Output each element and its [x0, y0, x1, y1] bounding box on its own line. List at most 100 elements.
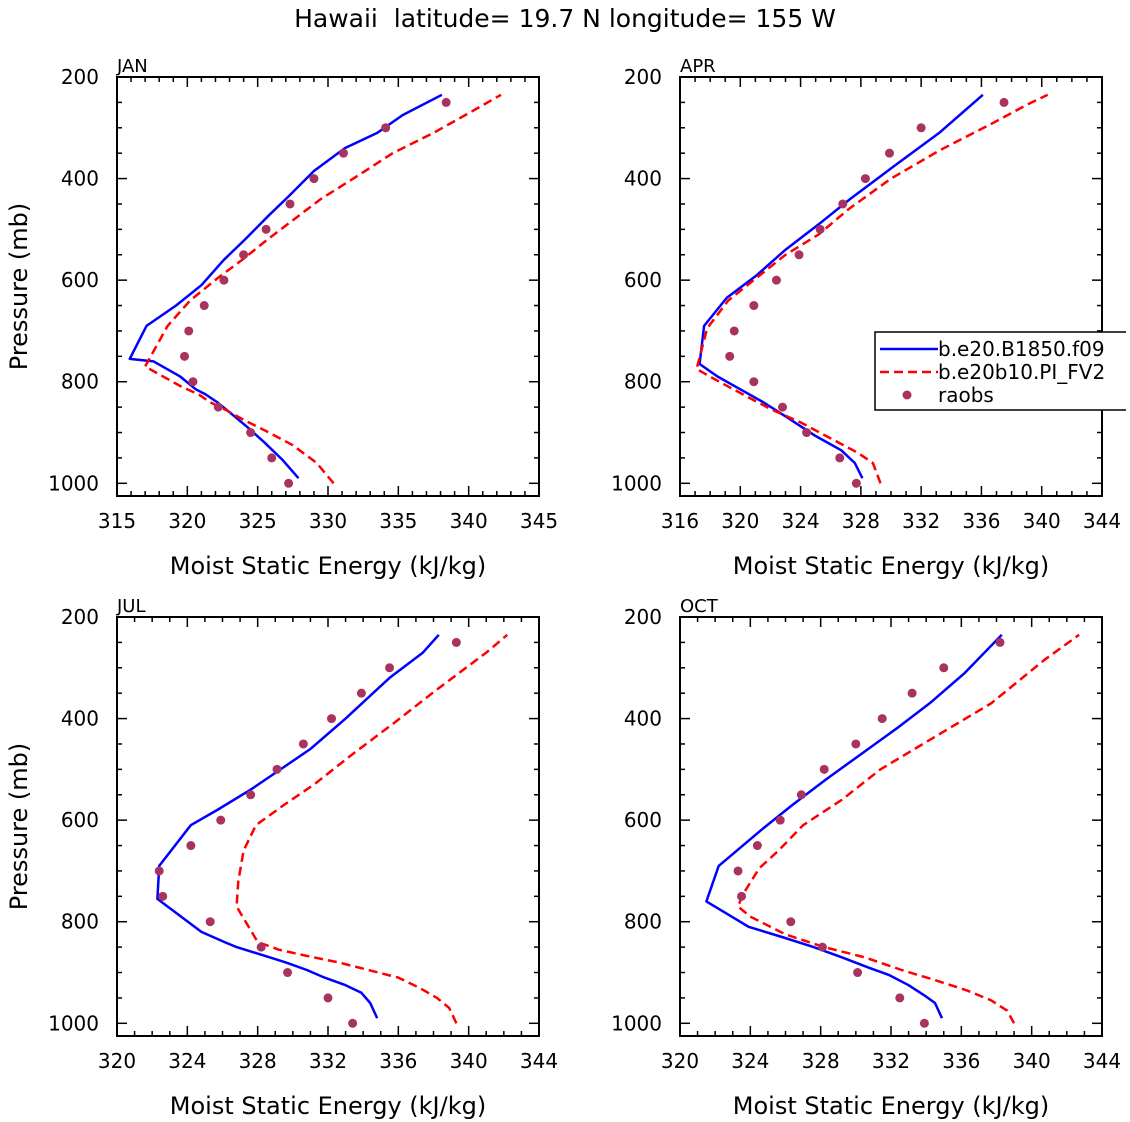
- panel-label: JUL: [116, 596, 146, 617]
- raobs-point: [802, 428, 812, 438]
- y-tick-label: 200: [624, 605, 662, 629]
- panel-apr: 316 320 324 328 332 336 340 344 200 400 600 800 1000…: [611, 56, 1126, 580]
- series-line-b-e20b10-pi-fv2: [736, 633, 1080, 1024]
- panel-label: JAN: [116, 56, 148, 77]
- raobs-point: [381, 123, 391, 133]
- x-tick-label: 328: [239, 1049, 277, 1073]
- tick-marks: [116, 76, 540, 496]
- raobs-point: [752, 841, 762, 851]
- x-tick-label: 324: [168, 1049, 206, 1073]
- y-tick-label: 600: [624, 268, 662, 292]
- series-line-b-e20b10-pi-fv2: [695, 93, 1049, 484]
- x-axis-label: Moist Static Energy (kJ/kg): [733, 552, 1049, 580]
- raobs-point: [786, 917, 796, 927]
- x-tick-label: 336: [942, 1049, 980, 1073]
- raobs-point: [284, 478, 294, 488]
- x-tick-label: 332: [902, 509, 940, 533]
- raobs-point: [919, 1018, 929, 1028]
- legend-entry: raobs: [938, 383, 994, 407]
- x-axis-label: Moist Static Energy (kJ/kg): [170, 552, 486, 580]
- raobs-point: [256, 942, 266, 952]
- tick-marks: [679, 616, 1103, 1036]
- series-line-b-e20-b1850-f09: [128, 93, 443, 480]
- panel-oct: 320 324 328 332 336 340 344 200 400 600 800 1000 OCT…: [611, 596, 1121, 1120]
- raobs-point: [309, 174, 319, 184]
- series-raobs: [180, 97, 451, 488]
- raobs-point: [794, 250, 804, 260]
- raobs-point: [749, 377, 759, 387]
- y-tick-label: 800: [61, 910, 99, 934]
- raobs-point: [749, 301, 759, 311]
- x-tick-label: 340: [450, 509, 488, 533]
- raobs-point: [199, 301, 209, 311]
- raobs-point: [441, 97, 451, 107]
- raobs-point: [188, 377, 198, 387]
- panel-label: APR: [680, 56, 716, 77]
- raobs-point: [283, 968, 293, 978]
- plot-frame: [116, 76, 540, 497]
- raobs-point: [907, 688, 917, 698]
- x-tick-label: 330: [309, 509, 347, 533]
- series-line-b-e20-b1850-f09: [705, 633, 1003, 1019]
- plot-frame: [116, 616, 540, 1037]
- x-tick-label: 332: [309, 1049, 347, 1073]
- y-tick-label: 1000: [48, 1011, 99, 1035]
- series-raobs: [154, 637, 461, 1028]
- raobs-point: [261, 224, 271, 234]
- tick-marks: [679, 76, 1103, 496]
- raobs-point: [246, 428, 256, 438]
- x-tick-label: 336: [379, 1049, 417, 1073]
- raobs-point: [729, 326, 739, 336]
- raobs-point: [851, 478, 861, 488]
- y-tick-label: 800: [61, 370, 99, 394]
- x-tick-label: 320: [98, 1049, 136, 1073]
- raobs-point: [860, 174, 870, 184]
- x-tick-label: 344: [1083, 509, 1121, 533]
- raobs-point: [348, 1018, 358, 1028]
- y-axis-label: Pressure (mb): [5, 743, 33, 910]
- series-line-b-e20-b1850-f09: [156, 633, 440, 1019]
- y-tick-label: 600: [61, 268, 99, 292]
- raobs-point: [895, 993, 905, 1003]
- raobs-point: [775, 815, 785, 825]
- raobs-point: [285, 199, 295, 209]
- raobs-point: [246, 790, 256, 800]
- legend-entry: b.e20b10.PI_FV2: [938, 360, 1105, 384]
- legend-marker-raobs: [902, 390, 912, 400]
- x-tick-label: 320: [661, 1049, 699, 1073]
- raobs-point: [213, 402, 223, 412]
- raobs-point: [838, 199, 848, 209]
- panel-label: OCT: [680, 596, 719, 617]
- y-tick-label: 800: [624, 910, 662, 934]
- raobs-point: [815, 224, 825, 234]
- raobs-point: [939, 663, 949, 673]
- raobs-point: [819, 764, 829, 774]
- raobs-point: [884, 148, 894, 158]
- x-tick-label: 325: [239, 509, 277, 533]
- panel-jul: 320 324 328 332 336 340 344 200 400 600 800 1000 JUL…: [5, 596, 558, 1120]
- raobs-point: [338, 148, 348, 158]
- series-line-b-e20-b1850-f09: [698, 93, 984, 479]
- series-raobs: [725, 97, 1009, 488]
- y-tick-label: 400: [624, 167, 662, 191]
- raobs-point: [298, 739, 308, 749]
- x-tick-label: 340: [1023, 509, 1061, 533]
- y-tick-label: 600: [61, 808, 99, 832]
- raobs-point: [451, 637, 461, 647]
- raobs-point: [877, 714, 887, 724]
- y-tick-label: 400: [624, 707, 662, 731]
- x-tick-label: 335: [379, 509, 417, 533]
- raobs-point: [205, 917, 215, 927]
- legend-entry: b.e20.B1850.f09: [938, 337, 1105, 361]
- y-tick-label: 400: [61, 167, 99, 191]
- y-tick-label: 200: [61, 605, 99, 629]
- series-line-b-e20b10-pi-fv2: [235, 633, 509, 1024]
- x-tick-label: 345: [520, 509, 558, 533]
- raobs-point: [216, 815, 226, 825]
- raobs-point: [219, 275, 229, 285]
- x-tick-label: 324: [781, 509, 819, 533]
- y-tick-label: 400: [61, 707, 99, 731]
- raobs-point: [180, 351, 190, 361]
